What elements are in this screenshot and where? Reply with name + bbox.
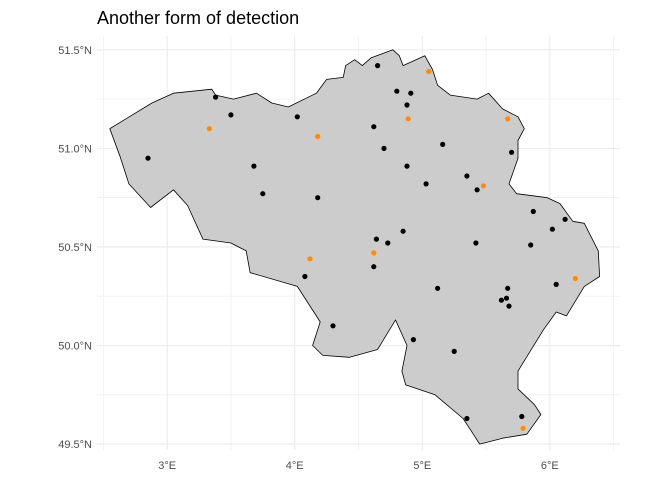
location-point	[294, 114, 300, 120]
location-point	[330, 323, 336, 329]
detected-point	[371, 250, 377, 256]
location-point	[410, 337, 416, 343]
location-point	[404, 102, 410, 108]
y-tick-label: 50.0°N	[58, 341, 92, 353]
location-point	[371, 124, 377, 130]
detected-point	[572, 275, 579, 282]
location-point	[371, 264, 377, 270]
location-point	[302, 273, 308, 280]
land-layer	[109, 49, 600, 445]
x-tick-label: 3°E	[158, 460, 176, 472]
location-point	[260, 191, 266, 197]
location-point	[145, 155, 151, 161]
location-point	[373, 236, 379, 242]
y-tick-label: 49.5°N	[58, 439, 92, 451]
location-point	[464, 173, 470, 179]
location-point	[375, 63, 381, 69]
detected-point	[426, 68, 432, 75]
detected-point	[405, 116, 411, 122]
detected-point	[206, 126, 212, 132]
location-point	[435, 285, 441, 291]
x-tick-label: 6°E	[541, 460, 559, 472]
location-point	[404, 163, 410, 169]
x-axis-labels: 3°E 4°E 5°E 6°E	[158, 460, 559, 472]
location-point	[423, 181, 429, 187]
location-point	[408, 90, 414, 96]
location-point	[228, 112, 234, 118]
location-point	[440, 141, 446, 147]
location-point	[474, 187, 480, 193]
map-title: Another form of detection	[97, 8, 299, 28]
location-point	[553, 281, 559, 287]
location-point	[385, 240, 391, 246]
detected-point	[315, 133, 321, 140]
detected-point	[307, 256, 313, 262]
location-point	[213, 94, 219, 100]
location-point	[506, 303, 512, 309]
x-tick-label: 4°E	[286, 460, 304, 472]
location-point	[381, 145, 387, 151]
location-point	[315, 195, 321, 201]
location-point	[464, 415, 470, 422]
detected-point	[480, 183, 487, 189]
location-point	[519, 413, 525, 420]
location-point	[251, 163, 257, 169]
location-point	[498, 297, 504, 303]
y-axis-labels: 49.5°N 50.0°N 50.5°N 51.0°N 51.5°N	[58, 45, 92, 451]
location-point	[505, 285, 511, 291]
detected-point	[505, 116, 511, 122]
location-point	[549, 226, 556, 232]
points-layer	[145, 63, 579, 431]
country-outline	[109, 49, 600, 445]
location-point	[528, 242, 534, 248]
location-point	[509, 149, 515, 155]
location-point	[394, 88, 400, 94]
location-point	[503, 295, 510, 301]
location-point	[451, 348, 457, 354]
y-tick-label: 51.5°N	[58, 45, 92, 57]
y-tick-label: 51.0°N	[58, 143, 92, 155]
location-point	[530, 208, 536, 215]
location-point	[562, 216, 568, 222]
location-point	[400, 228, 406, 234]
location-point	[473, 240, 479, 246]
x-tick-label: 5°E	[413, 460, 431, 472]
y-tick-label: 50.5°N	[58, 242, 92, 254]
detected-point	[520, 425, 526, 431]
